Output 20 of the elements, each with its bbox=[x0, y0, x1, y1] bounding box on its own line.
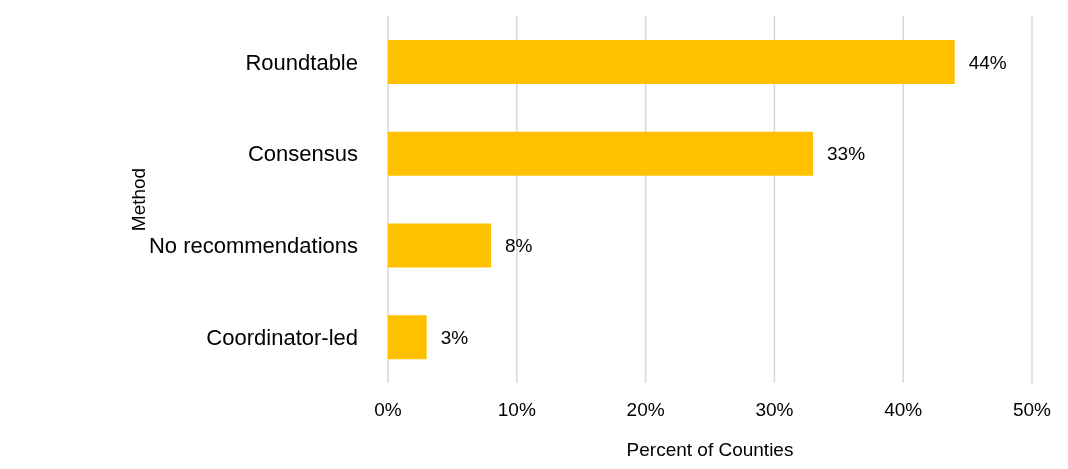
data-label: 44% bbox=[968, 51, 1007, 73]
y-tick-label: Consensus bbox=[247, 141, 358, 167]
x-tick-label: 0% bbox=[374, 399, 402, 421]
data-label: 33% bbox=[827, 143, 866, 165]
bar bbox=[388, 131, 814, 176]
bar bbox=[388, 315, 427, 360]
y-tick-label: No recommendations bbox=[148, 233, 358, 259]
y-tick-label: Coordinator-led bbox=[206, 324, 358, 350]
y-axis-title: Method bbox=[127, 167, 149, 232]
x-tick-label: 10% bbox=[497, 399, 536, 421]
data-label: 3% bbox=[440, 326, 469, 348]
x-tick-label: 40% bbox=[884, 399, 923, 421]
x-tick-label: 30% bbox=[755, 399, 794, 421]
bar bbox=[388, 223, 492, 268]
bar bbox=[388, 40, 955, 84]
x-tick-label: 50% bbox=[1012, 399, 1052, 421]
x-axis-title: Percent of Counties bbox=[626, 439, 794, 460]
x-tick-label: 20% bbox=[626, 399, 665, 421]
data-label: 8% bbox=[505, 235, 533, 257]
y-tick-label: Roundtable bbox=[245, 49, 358, 75]
